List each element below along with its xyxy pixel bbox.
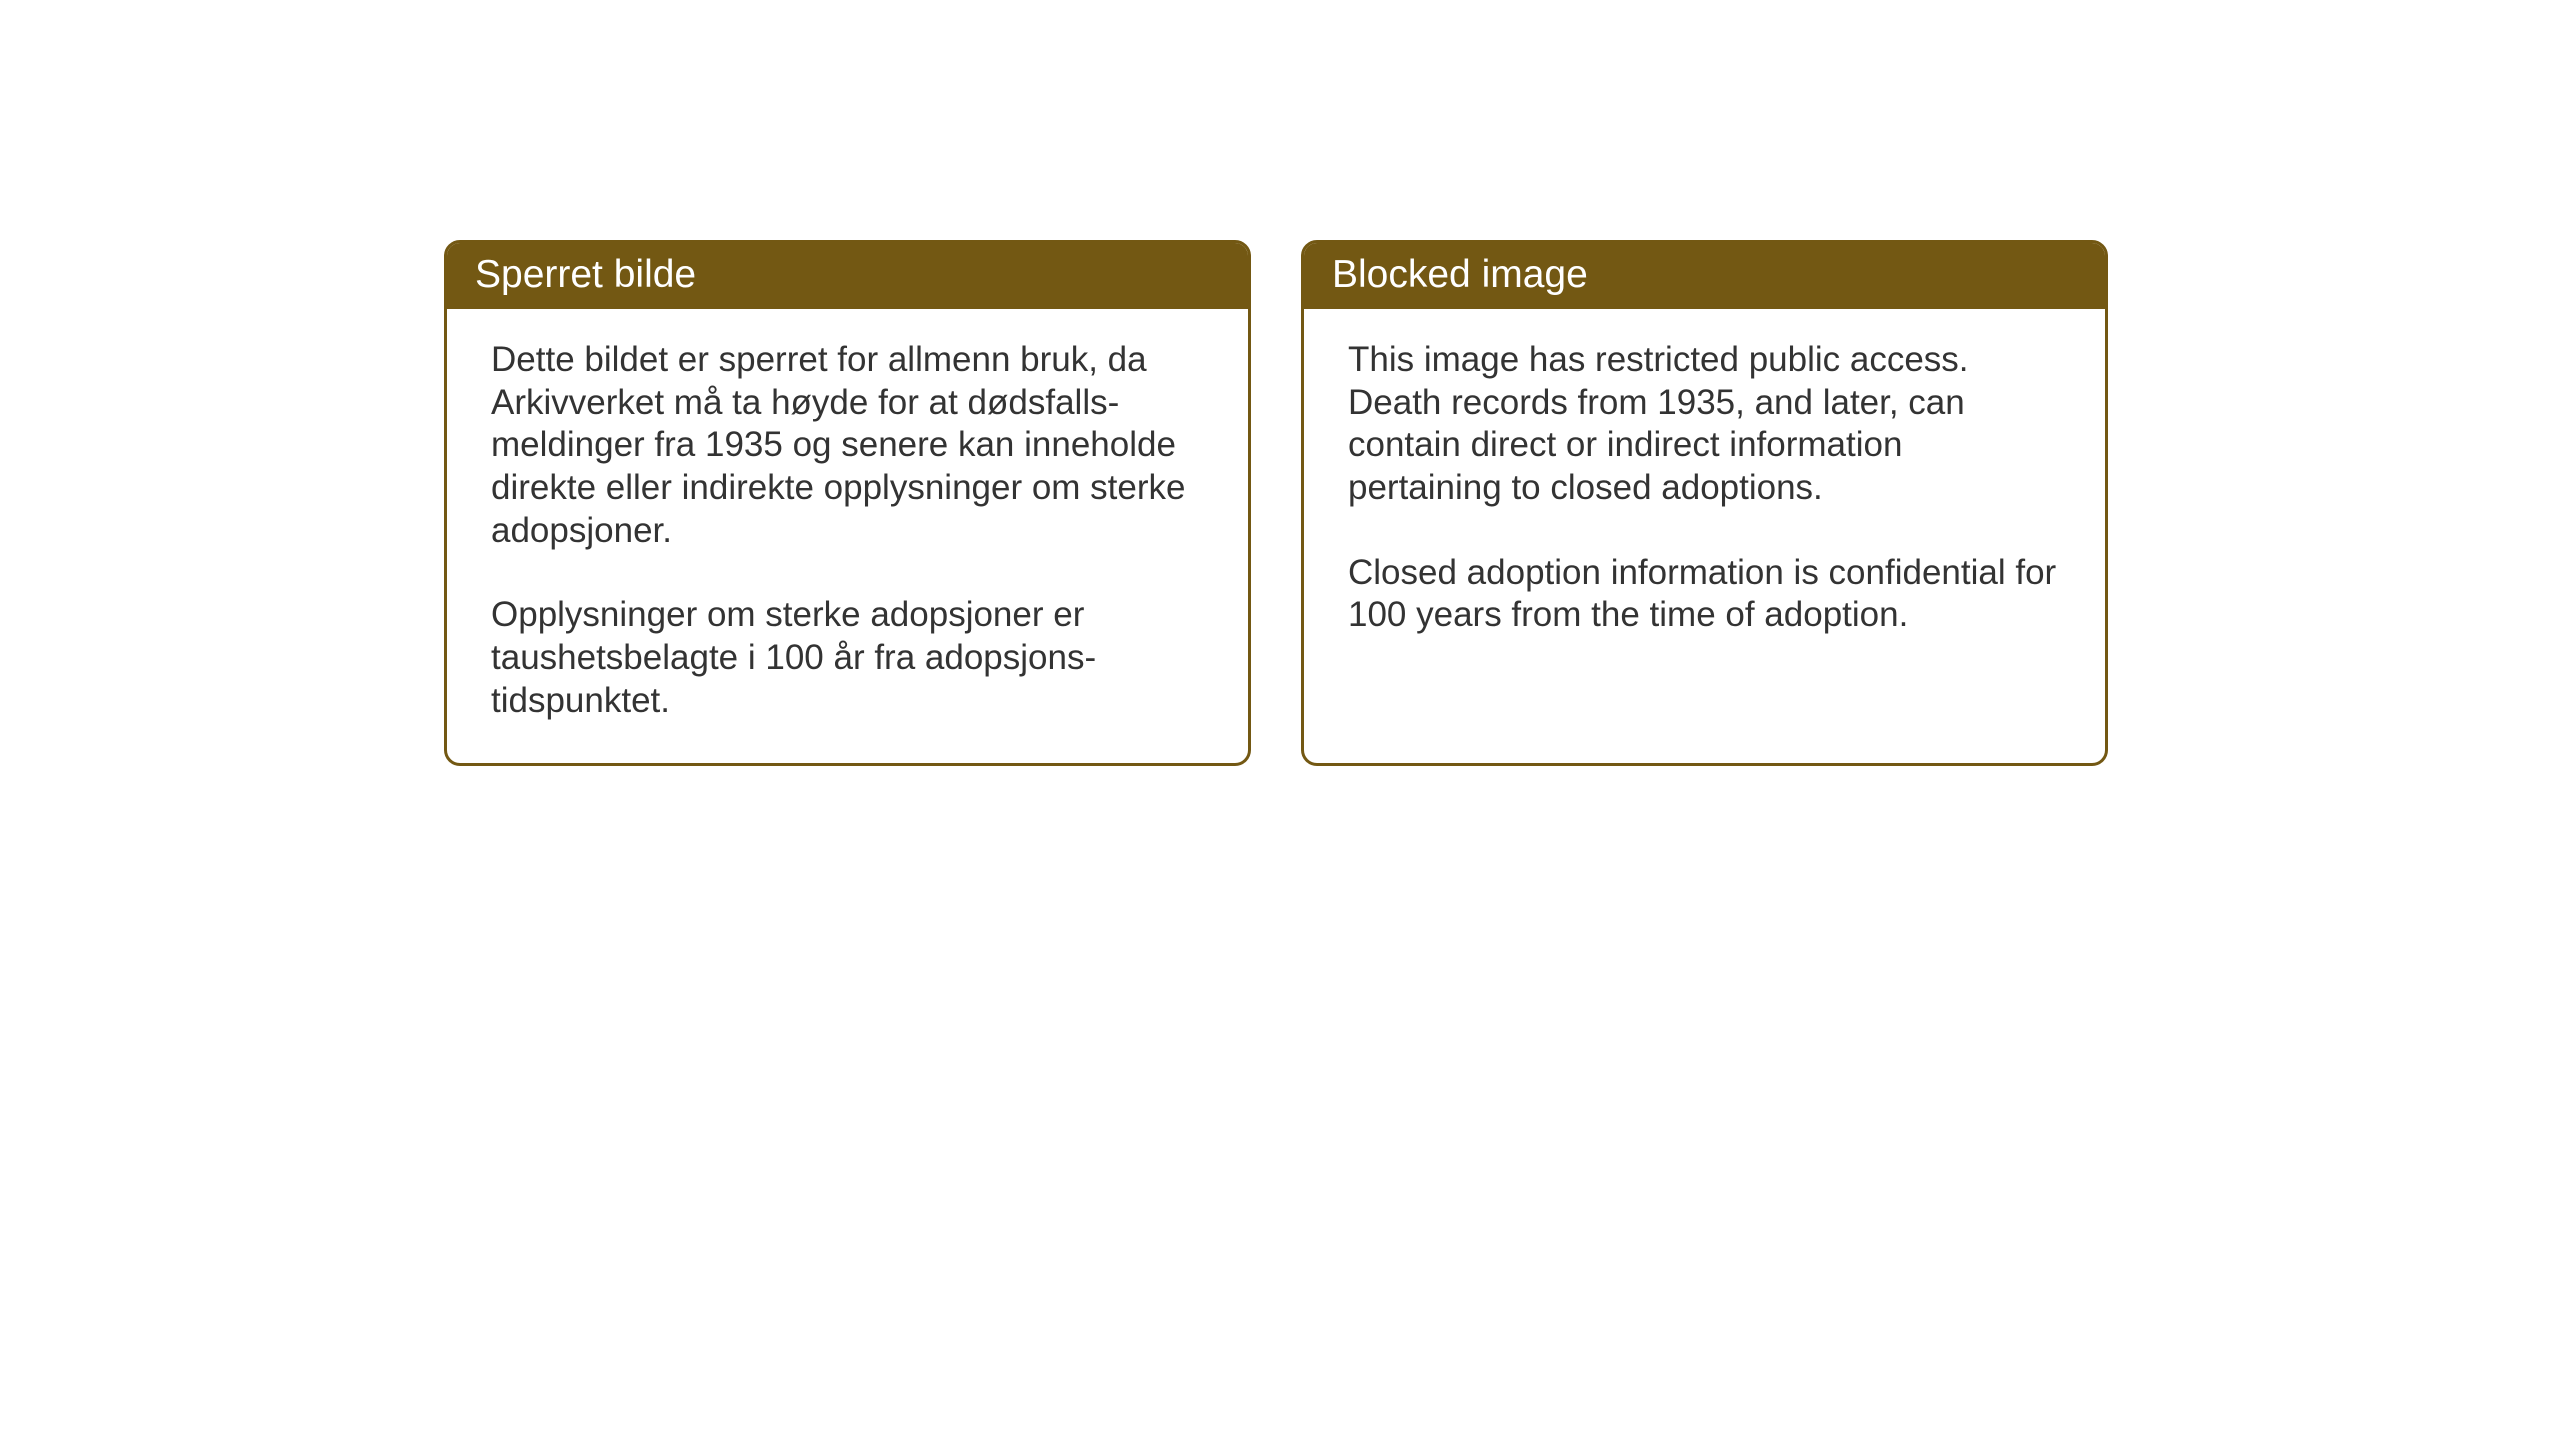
notice-cards-container: Sperret bilde Dette bildet er sperret fo… xyxy=(444,240,2108,766)
norwegian-card-body: Dette bildet er sperret for allmenn bruk… xyxy=(447,309,1248,763)
english-paragraph-2: Closed adoption information is confident… xyxy=(1348,552,2061,637)
norwegian-paragraph-1: Dette bildet er sperret for allmenn bruk… xyxy=(491,339,1204,552)
norwegian-paragraph-2: Opplysninger om sterke adopsjoner er tau… xyxy=(491,594,1204,722)
norwegian-card-title: Sperret bilde xyxy=(447,243,1248,309)
norwegian-notice-card: Sperret bilde Dette bildet er sperret fo… xyxy=(444,240,1251,766)
english-paragraph-1: This image has restricted public access.… xyxy=(1348,339,2061,510)
english-notice-card: Blocked image This image has restricted … xyxy=(1301,240,2108,766)
english-card-body: This image has restricted public access.… xyxy=(1304,309,2105,737)
english-card-title: Blocked image xyxy=(1304,243,2105,309)
